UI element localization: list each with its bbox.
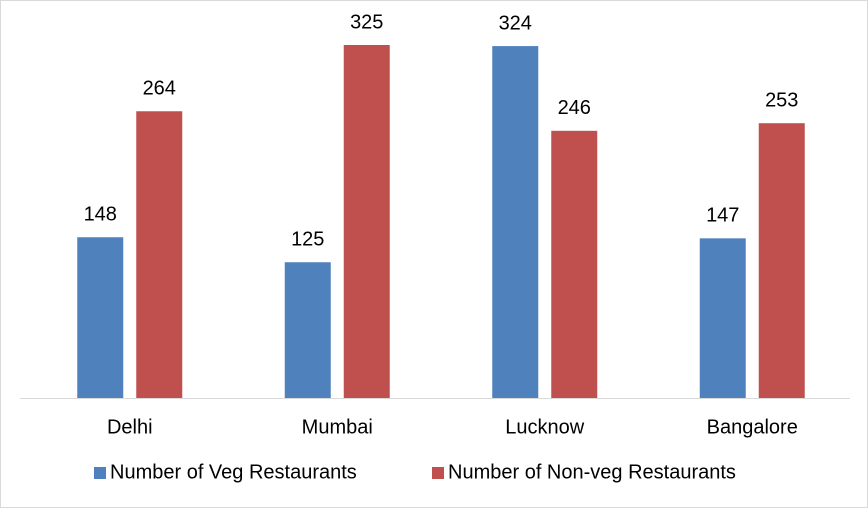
bar (136, 111, 183, 399)
bar (77, 237, 124, 398)
data-label: 147 (706, 205, 739, 227)
legend-label: Number of Non-veg Restaurants (448, 461, 736, 483)
x-tick-label: Lucknow (505, 416, 584, 438)
bar (492, 46, 539, 399)
legend-swatch (94, 467, 106, 479)
bar (284, 262, 331, 398)
data-label: 246 (558, 97, 591, 119)
data-label: 253 (765, 89, 798, 111)
x-tick-label: Delhi (107, 416, 153, 438)
data-label: 125 (291, 229, 324, 251)
data-label: 148 (84, 204, 117, 226)
x-tick-label: Bangalore (707, 416, 798, 438)
legend-swatch (432, 467, 444, 479)
data-label: 324 (499, 12, 532, 34)
bar (343, 45, 390, 398)
legend-label: Number of Veg Restaurants (110, 461, 357, 483)
bar (699, 238, 746, 398)
data-label: 264 (143, 78, 176, 100)
bar (758, 123, 805, 399)
data-label: 325 (350, 11, 383, 33)
bar (551, 130, 598, 398)
x-tick-label: Mumbai (302, 416, 373, 438)
